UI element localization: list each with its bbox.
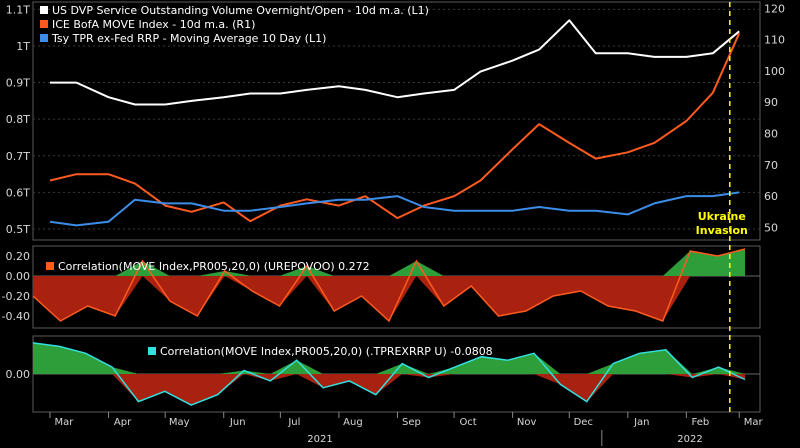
left-tick-label: 1.1T bbox=[6, 3, 30, 16]
x-month-label: Jul bbox=[287, 417, 300, 428]
x-month-label: Jan bbox=[633, 417, 649, 428]
corr1-legend-swatch bbox=[46, 262, 54, 270]
right-tick-label: 110 bbox=[764, 34, 785, 47]
x-month-label: Jun bbox=[229, 417, 246, 428]
x-month-label: Oct bbox=[459, 417, 476, 428]
correlation-tick-label: -0.20 bbox=[2, 290, 30, 303]
correlation-line bbox=[33, 342, 746, 406]
correlation-tick-label: 0.00 bbox=[6, 270, 31, 283]
right-tick-label: 50 bbox=[764, 221, 778, 234]
left-tick-label: 0.9T bbox=[6, 77, 30, 90]
correlation-tick-label: -0.40 bbox=[2, 310, 30, 323]
legend-group: US DVP Service Outstanding Volume Overni… bbox=[40, 4, 493, 358]
corr2-legend-swatch bbox=[148, 347, 156, 355]
main-series-group bbox=[49, 19, 741, 227]
x-month-label: Dec bbox=[574, 417, 593, 428]
correlation-2-group bbox=[33, 342, 760, 406]
negative-area bbox=[33, 276, 745, 321]
gridlines bbox=[33, 8, 760, 230]
x-month-label: Nov bbox=[517, 417, 537, 428]
right-tick-label: 70 bbox=[764, 159, 778, 172]
series-line-1 bbox=[49, 32, 741, 223]
left-tick-label: 0.7T bbox=[6, 150, 30, 163]
right-tick-label: 100 bbox=[764, 65, 785, 78]
legend-swatch-0 bbox=[40, 6, 48, 14]
series-line-2 bbox=[49, 191, 740, 227]
correlation-tick-label: 0.20 bbox=[6, 250, 31, 263]
left-tick-label: 1T bbox=[16, 40, 30, 53]
corr2-legend-text: Correlation(MOVE Index,PR005,20,0) (.TPR… bbox=[160, 345, 493, 358]
x-month-label: May bbox=[169, 417, 190, 428]
right-tick-label: 90 bbox=[764, 96, 778, 109]
x-month-label: Apr bbox=[114, 417, 132, 428]
left-tick-label: 0.8T bbox=[6, 113, 30, 126]
left-tick-label: 0.6T bbox=[6, 186, 30, 199]
series-line-0 bbox=[50, 19, 740, 106]
right-tick-label: 60 bbox=[764, 190, 778, 203]
correlation-1-group bbox=[33, 248, 760, 323]
right-tick-label: 120 bbox=[764, 2, 785, 15]
left-tick-label: 0.5T bbox=[6, 223, 30, 236]
negative-area bbox=[33, 374, 745, 406]
x-month-label: Mar bbox=[744, 417, 764, 428]
correlation-tick-label: 0.00 bbox=[6, 368, 31, 381]
right-tick-label: 80 bbox=[764, 128, 778, 141]
year-label-2021: 2021 bbox=[307, 434, 332, 445]
year-label-2022: 2022 bbox=[677, 434, 702, 445]
x-month-label: Mar bbox=[55, 417, 75, 428]
panel-frame-0 bbox=[32, 1, 761, 241]
x-month-label: Feb bbox=[691, 417, 709, 428]
annotation-line2: Invasion bbox=[696, 224, 748, 237]
x-month-label: Sep bbox=[402, 417, 421, 428]
legend-swatch-2 bbox=[40, 34, 48, 42]
legend-entry-2: Tsy TPR ex-Fed RRP - Moving Average 10 D… bbox=[51, 32, 326, 45]
annotation-line1: Ukraine bbox=[698, 210, 746, 223]
corr1-legend-text: Correlation(MOVE Index,PR005,20,0) (UREP… bbox=[58, 260, 370, 273]
legend-entry-1: ICE BofA MOVE Index - 10d m.a. (R1) bbox=[52, 18, 255, 31]
legend-swatch-1 bbox=[40, 20, 48, 28]
axes-group: 0.5T 0.6T 0.7T 0.8T 0.9T 1T 1.1T 50 60 70 80 90 100 1… bbox=[2, 2, 785, 446]
correlation-line bbox=[33, 248, 746, 323]
positive-area bbox=[33, 342, 745, 374]
x-month-label: Aug bbox=[343, 417, 363, 428]
positive-area bbox=[33, 249, 745, 276]
legend-entry-0: US DVP Service Outstanding Volume Overni… bbox=[52, 4, 429, 17]
